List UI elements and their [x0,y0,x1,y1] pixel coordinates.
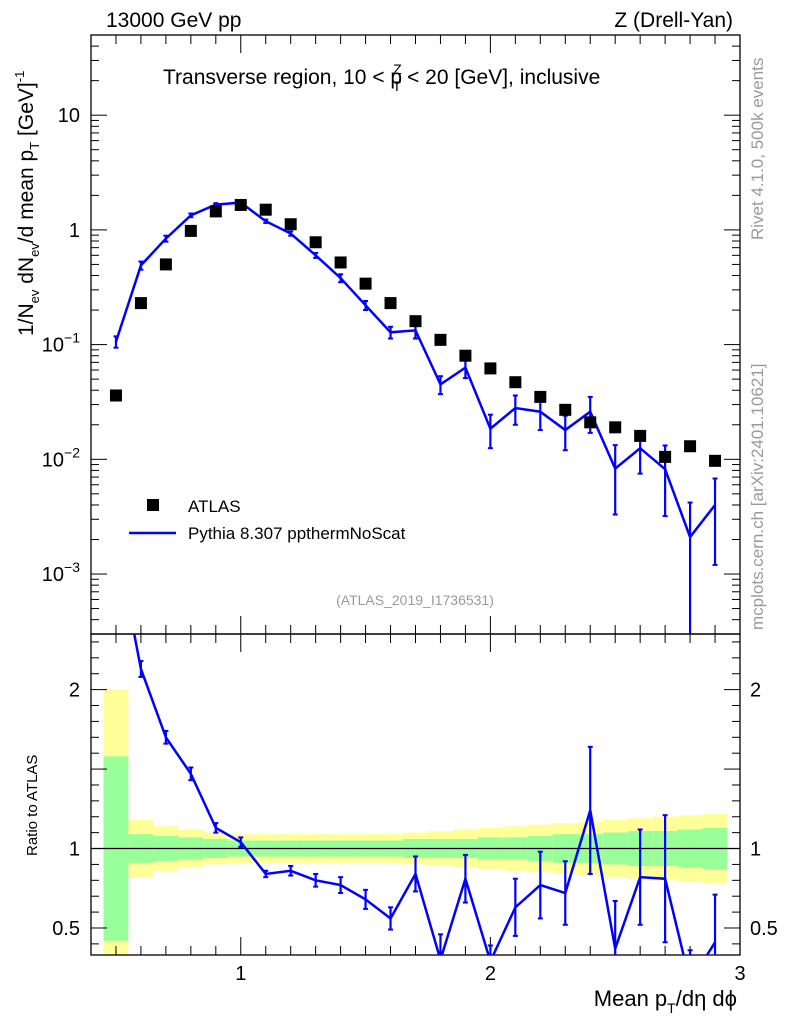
tick-base: 10 [42,564,64,586]
data-point [384,297,397,310]
data-point [609,421,622,434]
data-point [109,389,122,402]
header-right: Z (Drell-Yan) [614,9,733,32]
y-tick-label-main: 10−2 [42,444,80,471]
data-point [584,416,597,429]
legend-data-marker [147,499,159,511]
data-point [559,403,572,416]
header-left: 13000 GeV pp [106,9,241,32]
y-tick-label-main: 1 [69,220,80,242]
tick-base: 1 [69,220,80,242]
rivet-label: Rivet 4.1.0, 500k events [748,58,767,240]
y-axis-label-main: 1/Nev dNev/d mean pT [GeV]-1 [12,71,42,336]
data-point [634,429,647,442]
y-tick-label-ratio: 2 [69,680,80,702]
x-axis-label: Mean pT/dη dϕ [594,986,737,1016]
data-point [334,256,347,269]
xlab-b: /dη dϕ [676,986,737,1011]
data-point [159,258,172,271]
data-point [309,236,322,249]
ylab-a-sub: ev [27,289,42,303]
data-point [434,333,447,346]
plot-title-pre: Transverse region, 10 < p [163,66,402,89]
ratio-clipped [132,634,718,955]
plot-title-sub: T [393,78,402,94]
mc-series-ratio [132,634,718,955]
y-tick-label-ratio: 1 [69,839,80,861]
data-point [409,315,422,328]
mc-series-main [113,200,718,634]
tick-exponent: −2 [64,444,80,460]
tick-exponent: −1 [64,330,80,346]
tick-exponent: −3 [64,559,80,575]
data-point [459,349,472,362]
data-point [234,198,247,211]
y-tick-label-main: 10−1 [42,330,80,357]
x-tick-label: 2 [485,963,496,985]
ratio-uncertainty-bands [91,689,740,955]
plot-title-sup: Z [393,61,402,77]
x-tick-label: 3 [734,963,745,985]
mc-line [114,201,717,540]
y-tick-label-ratio-right: 0.5 [750,918,778,940]
data-point [484,362,497,375]
ylab-c: /d mean p [15,150,38,243]
y-tick-label-main: 10 [58,105,80,127]
ylab-b: dN [15,257,38,290]
data-point [659,450,672,463]
mcplots-label: mcplots.cern.ch [arXiv:2401.10621] [748,364,767,630]
legend-data-label: ATLAS [188,497,241,516]
plot-title: Transverse region, 10 < pZ T < 20 [GeV], … [163,61,600,94]
data-point [359,277,372,290]
data-point [534,390,547,403]
ylab-d: [GeV] [15,82,38,142]
y-axis-label-ratio: Ratio to ATLAS [24,755,41,856]
ylab-d-sup: -1 [12,71,27,83]
data-point [509,376,522,389]
y-tick-label-ratio-right: 1 [750,839,761,861]
y-tick-label-ratio: 0.5 [52,918,80,940]
plot-title-post: < 20 [GeV], inclusive [401,66,600,89]
ylab-a: 1/N [15,303,38,336]
xlab-a: Mean p [594,986,667,1011]
xlab-a-sub: T [667,1000,676,1016]
x-tick-label: 1 [235,963,246,985]
axis-ticks [91,34,741,955]
tick-base: 10 [58,105,80,127]
data-point [709,454,722,467]
data-point [134,297,147,310]
legend-mc-label: Pythia 8.307 ppthermNoScat [188,524,406,543]
ylab-b-sub: ev [27,243,42,257]
tick-base: 10 [42,335,64,357]
data-point [684,440,697,453]
y-tick-label-main: 10−3 [42,559,80,586]
ratio-plot-frame [90,633,741,956]
data-series-main [109,198,722,467]
analysis-id: (ATLAS_2019_I1736531) [336,592,494,608]
data-point [259,203,272,216]
ylab-c-sub: T [27,142,42,150]
data-point [184,224,197,237]
data-point [209,205,222,218]
tick-base: 10 [42,449,64,471]
y-tick-label-ratio-right: 2 [750,680,761,702]
data-point [284,218,297,231]
